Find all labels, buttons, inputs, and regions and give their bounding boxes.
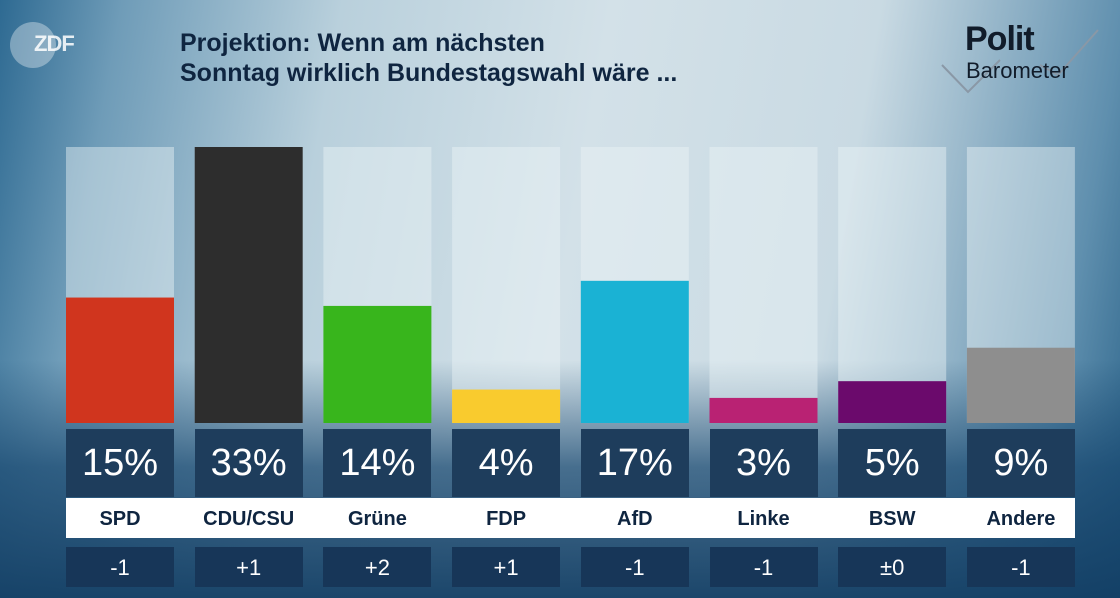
checkmark-icon (941, 29, 1099, 94)
party-label: SPD (99, 508, 141, 530)
value-label: 5% (838, 429, 947, 497)
bar-track (709, 147, 818, 423)
bar-andere (966, 347, 1075, 423)
change-label: ±0 (838, 547, 947, 587)
party-label: CDU/CSU (203, 508, 295, 530)
bar-fdp (452, 389, 561, 423)
chart-title: Projektion: Wenn am nächsten Sonntag wir… (180, 28, 677, 88)
value-label: 17% (580, 429, 689, 497)
value-label: 4% (452, 429, 561, 497)
party-label-strip (66, 498, 1075, 538)
bar-track (452, 147, 561, 423)
chart-title-line1: Projektion: Wenn am nächsten (180, 29, 545, 57)
bar-track (838, 147, 947, 423)
bar-cducsu (194, 147, 303, 423)
change-label: +2 (323, 547, 432, 587)
value-label: 15% (66, 429, 174, 497)
change-label: -1 (966, 547, 1075, 587)
zdf-logo: ZDF (10, 22, 75, 68)
bar-linke (709, 397, 818, 423)
brand-polit: Polit (965, 20, 1035, 58)
chart-title-line2: Sonntag wirklich Bundestagswahl wäre ... (180, 59, 678, 87)
bar-bsw (838, 381, 947, 423)
bar-spd (66, 297, 174, 423)
value-label: 3% (709, 429, 818, 497)
zdf-logo-text: ZDF (34, 31, 75, 56)
party-label: Grüne (347, 508, 407, 530)
value-label: 33% (194, 429, 303, 497)
value-label: 9% (966, 429, 1075, 497)
bar-grne (323, 305, 432, 423)
change-label: -1 (709, 547, 818, 587)
change-label: -1 (580, 547, 689, 587)
party-label: FDP (486, 508, 527, 530)
zdf-logo-circle (10, 22, 56, 68)
value-label: 14% (323, 429, 432, 497)
party-label: AfD (617, 508, 653, 530)
party-label: Andere (986, 508, 1056, 530)
party-label: BSW (868, 508, 916, 530)
change-label: -1 (66, 547, 174, 587)
party-label: Linke (737, 508, 790, 530)
change-label: +1 (194, 547, 303, 587)
politbarometer-logo: Polit Barometer (940, 20, 1100, 100)
brand-barometer: Barometer (966, 58, 1069, 83)
change-label: +1 (452, 547, 561, 587)
bar-afd (580, 280, 689, 423)
